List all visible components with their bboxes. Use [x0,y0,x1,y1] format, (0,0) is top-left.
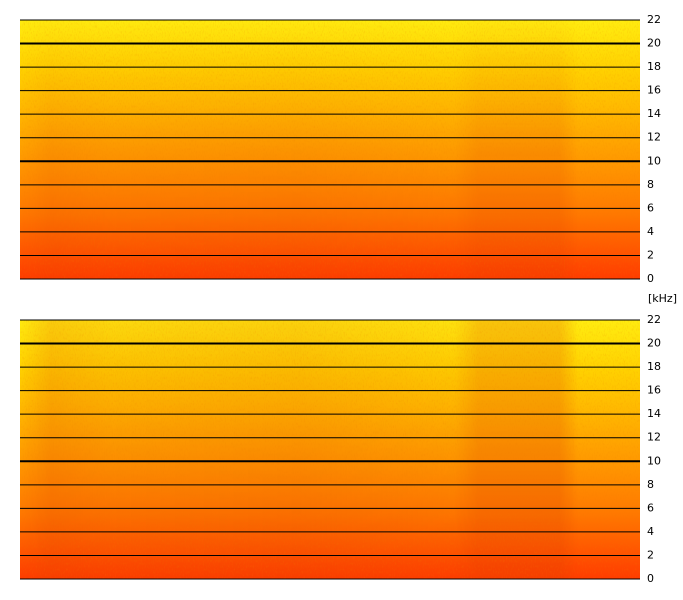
y-tick-label: 2 [647,248,654,261]
y-tick-label: 0 [647,272,654,285]
y-tick-label: 0 [647,572,654,585]
y-tick-label: 6 [647,201,654,214]
y-tick-label: 4 [647,225,654,238]
spectrogram-texture [20,320,640,579]
y-tick-label: 20 [647,337,661,350]
spectrogram-texture [20,20,640,279]
y-tick-label: 16 [647,84,661,97]
y-tick-label: 20 [647,37,661,50]
y-tick-label: 8 [647,478,654,491]
y-tick-label: 2 [647,548,654,561]
spectrogram-panel: 0 2 4 6 8 10 12 14 16 18 20 22 [20,313,661,585]
y-tick-label: 18 [647,60,661,73]
spectrogram-panel: 0 2 4 6 8 10 12 14 16 18 20 22 [20,13,661,285]
y-tick-label: 18 [647,360,661,373]
y-tick-label: 14 [647,107,661,120]
y-tick-label: 8 [647,178,654,191]
y-tick-label: 12 [647,431,661,444]
unit-label: [kHz] [648,292,677,305]
y-tick-label: 16 [647,384,661,397]
y-tick-label: 14 [647,407,661,420]
y-tick-label: 22 [647,13,661,26]
y-tick-label: 4 [647,525,654,538]
y-tick-label: 12 [647,131,661,144]
y-tick-label: 6 [647,501,654,514]
y-tick-label: 22 [647,313,661,326]
y-tick-label: 10 [647,154,661,167]
y-tick-label: 10 [647,454,661,467]
